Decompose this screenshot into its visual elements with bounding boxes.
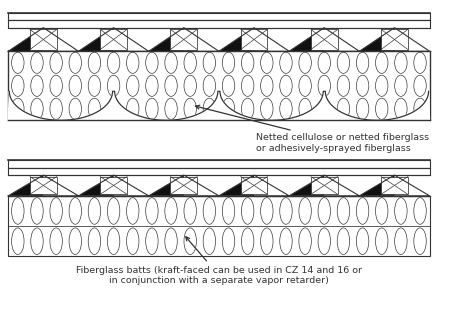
Polygon shape bbox=[149, 175, 184, 196]
Polygon shape bbox=[289, 175, 324, 196]
Bar bbox=[8, 168, 430, 175]
Bar bbox=[170, 176, 197, 194]
Polygon shape bbox=[359, 175, 395, 196]
Bar bbox=[311, 30, 338, 50]
Polygon shape bbox=[79, 28, 114, 51]
Polygon shape bbox=[8, 175, 43, 196]
Bar bbox=[381, 176, 408, 194]
Bar bbox=[241, 176, 267, 194]
Bar bbox=[8, 20, 430, 28]
Bar bbox=[241, 30, 267, 50]
Polygon shape bbox=[8, 91, 430, 125]
Bar bbox=[170, 30, 197, 50]
Bar bbox=[8, 13, 430, 20]
Bar bbox=[30, 30, 57, 50]
Polygon shape bbox=[219, 28, 254, 51]
Bar bbox=[8, 160, 430, 168]
Polygon shape bbox=[8, 28, 43, 51]
Bar bbox=[311, 176, 338, 194]
Bar bbox=[30, 176, 57, 194]
Polygon shape bbox=[289, 28, 324, 51]
Polygon shape bbox=[359, 28, 395, 51]
Text: Fiberglass batts (kraft-faced can be used in CZ 14 and 16 or
in conjunction with: Fiberglass batts (kraft-faced can be use… bbox=[76, 237, 362, 285]
Polygon shape bbox=[219, 175, 254, 196]
Bar bbox=[8, 196, 430, 256]
Bar bbox=[381, 30, 408, 50]
Text: Netted cellulose or netted fiberglass
or adhesively-sprayed fiberglass: Netted cellulose or netted fiberglass or… bbox=[195, 105, 429, 153]
Bar bbox=[100, 176, 127, 194]
Polygon shape bbox=[79, 175, 114, 196]
Bar bbox=[100, 30, 127, 50]
Bar bbox=[8, 51, 430, 120]
Polygon shape bbox=[149, 28, 184, 51]
